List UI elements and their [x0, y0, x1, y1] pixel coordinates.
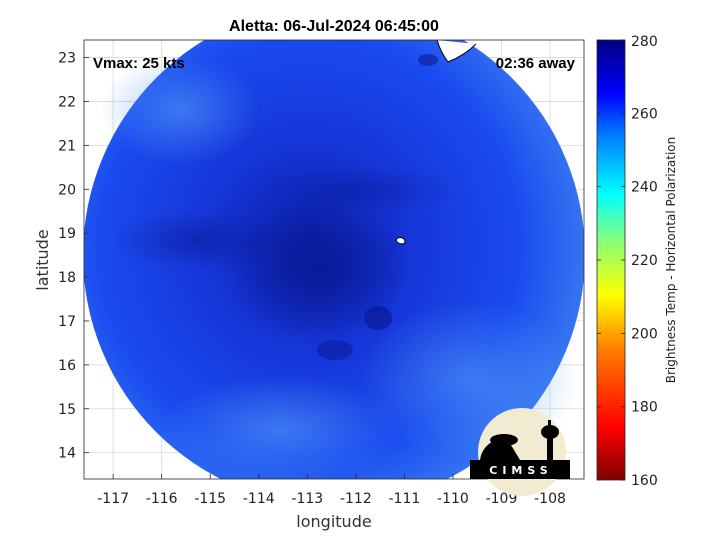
- chart-title: Aletta: 06-Jul-2024 06:45:00: [229, 18, 439, 35]
- y-axis-label: latitude: [33, 229, 52, 290]
- x-axis-label: longitude: [296, 512, 371, 531]
- colorbar-tick-label: 220: [631, 253, 658, 269]
- colorbar-ticks: 280 260 240 220 200 180 160: [597, 34, 658, 489]
- cimss-logo: CIMSS: [470, 408, 570, 496]
- coastline-island: [395, 237, 406, 245]
- logo-dish-top-icon: [490, 434, 518, 446]
- colorbar-tick-label: 280: [631, 34, 658, 50]
- colorbar-label: Brightness Temp - Horizontal Polarizatio…: [664, 137, 678, 384]
- x-tick-label: -112: [340, 491, 372, 507]
- y-tick-label: 22: [58, 94, 76, 110]
- logo-base: [470, 460, 570, 479]
- warm-region-south: [160, 375, 400, 479]
- x-tick-label: -108: [534, 491, 566, 507]
- y-tick-label: 20: [58, 182, 76, 198]
- y-tick-label: 18: [58, 270, 76, 286]
- y-tick-label: 19: [58, 226, 76, 242]
- colorbar-tick-label: 260: [631, 106, 658, 122]
- cold-band-west: [110, 210, 290, 270]
- time-away-annotation: 02:36 away: [496, 55, 576, 72]
- axes-border: [83, 39, 585, 480]
- colorbar-tick-label: 160: [631, 473, 658, 489]
- x-tick-label: -113: [291, 491, 323, 507]
- x-tick-label: -109: [486, 491, 518, 507]
- logo-tower-leg: [547, 437, 553, 461]
- y-tick-label: 21: [58, 138, 76, 154]
- x-tick-label: -115: [194, 491, 226, 507]
- y-tick-labels: 23 22 21 20 19 18 17 16 15 14: [58, 51, 89, 462]
- y-tick-label: 17: [58, 314, 76, 330]
- cold-cell-3: [418, 54, 438, 66]
- colorbar-tick-label: 240: [631, 180, 658, 196]
- x-tick-label: -110: [437, 491, 469, 507]
- colorbar-tick-label: 180: [631, 400, 658, 416]
- cold-band-north: [260, 165, 460, 215]
- x-tick-label: -117: [97, 491, 129, 507]
- x-tick-label: -114: [243, 491, 275, 507]
- colorbar-tick-label: 200: [631, 326, 658, 342]
- logo-water-tower-icon: [541, 425, 559, 439]
- y-tick-label: 14: [58, 446, 76, 462]
- cold-cell-1: [364, 306, 392, 330]
- warm-region-northwest: [100, 55, 260, 165]
- cold-cell-2: [317, 340, 353, 360]
- x-tick-label: -111: [388, 491, 420, 507]
- y-tick-label: 16: [58, 358, 76, 374]
- colorbar: [596, 39, 626, 481]
- x-tick-label: -116: [146, 491, 178, 507]
- coastline-mainland: [436, 39, 477, 63]
- logo-text: CIMSS: [489, 464, 552, 477]
- y-tick-label: 15: [58, 402, 76, 418]
- y-tick-label: 23: [58, 51, 76, 67]
- vmax-annotation: Vmax: 25 kts: [93, 55, 185, 72]
- logo-tower-cap: [548, 420, 551, 426]
- x-tick-labels: -117 -116 -115 -114 -113 -112 -111 -110 -109 -108: [97, 474, 566, 507]
